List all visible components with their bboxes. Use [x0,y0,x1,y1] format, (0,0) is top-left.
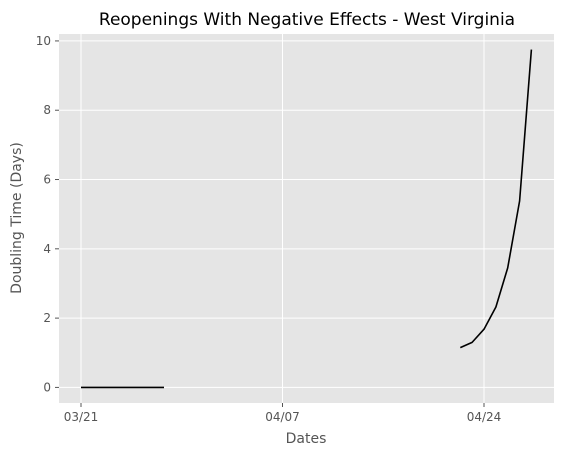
y-axis-label: Doubling Time (Days) [9,142,25,294]
x-tick-label: 04/24 [467,410,502,424]
ticks: 0 2 4 6 8 10 03/21 04/07 04/24 [36,34,502,424]
y-tick-label: 8 [43,103,51,117]
series-lines [81,49,533,389]
x-tick-label: 03/21 [64,410,99,424]
plot-area [59,34,554,403]
x-tick-label: 04/07 [265,410,300,424]
grid [59,34,554,403]
y-tick-label: 0 [43,380,51,394]
x-axis-label: Dates [286,431,327,447]
y-tick-label: 2 [43,311,51,325]
chart-title: Reopenings With Negative Effects - West … [99,10,515,30]
y-tick-label: 6 [43,173,51,187]
y-tick-label: 4 [43,242,51,256]
y-tick-label: 10 [36,34,51,48]
series-line-segment [459,49,533,349]
